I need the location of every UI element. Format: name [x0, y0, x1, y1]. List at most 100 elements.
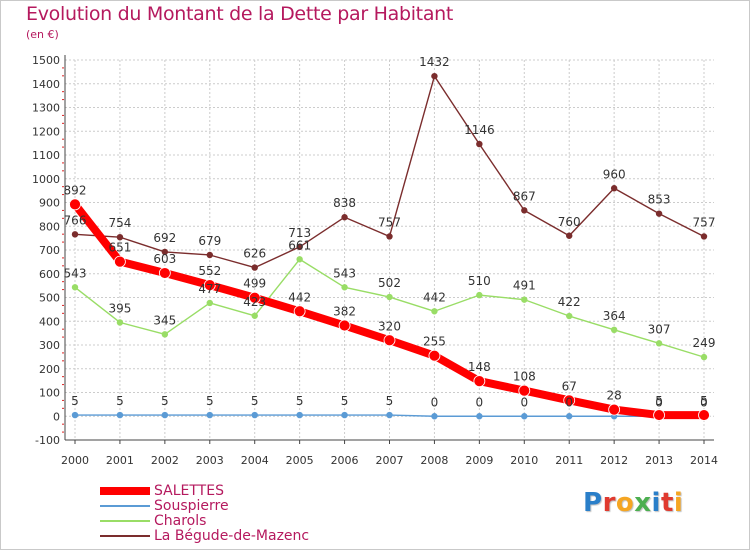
data-point-la-b-gude-de-mazenc: [206, 251, 213, 259]
data-label-la-b-gude-de-mazenc: 754: [108, 216, 131, 230]
data-label-salettes: 442: [288, 290, 311, 304]
data-point-salettes: [608, 403, 621, 416]
data-point-charols: [521, 296, 528, 303]
data-label-souspierre: 5: [161, 394, 169, 408]
data-label-souspierre: 0: [520, 395, 528, 409]
data-point-souspierre: [116, 411, 124, 419]
legend-label-salettes: SALETTES: [154, 483, 224, 499]
data-label-salettes: 651: [108, 241, 131, 255]
data-point-la-b-gude-de-mazenc: [521, 207, 528, 214]
data-point-souspierre: [341, 411, 348, 419]
data-point-salettes: [428, 349, 441, 362]
data-label-charols: 364: [603, 309, 626, 323]
data-label-salettes: 552: [198, 264, 221, 278]
x-tick-label: 2005: [286, 454, 314, 467]
data-point-charols: [386, 293, 393, 301]
y-axis-unit: (en €): [26, 28, 59, 41]
data-point-salettes: [69, 198, 81, 211]
data-point-salettes: [383, 334, 396, 347]
logo-letter: i: [651, 488, 661, 518]
data-label-salettes: 5: [700, 394, 708, 408]
data-point-salettes: [473, 375, 486, 388]
logo-letter: t: [660, 488, 674, 518]
x-tick-label: 2002: [151, 454, 179, 467]
data-label-souspierre: 5: [116, 394, 124, 408]
data-label-la-b-gude-de-mazenc: 760: [558, 215, 581, 229]
data-label-souspierre: 5: [206, 394, 214, 408]
data-point-charols: [296, 256, 303, 263]
data-point-charols: [610, 326, 618, 333]
data-label-souspierre: 0: [700, 395, 708, 409]
data-label-charols: 543: [64, 266, 87, 280]
data-label-la-b-gude-de-mazenc: 757: [693, 215, 716, 229]
data-label-charols: 491: [513, 279, 536, 293]
data-point-souspierre: [206, 411, 213, 419]
data-label-charols: 502: [378, 276, 401, 290]
data-label-salettes: 892: [64, 183, 87, 197]
data-point-charols: [431, 308, 438, 315]
x-tick-label: 2003: [196, 454, 224, 467]
y-tick-label: -100: [35, 434, 60, 447]
data-point-la-b-gude-de-mazenc: [296, 243, 303, 251]
data-point-souspierre: [386, 411, 393, 419]
data-point-charols: [161, 331, 169, 338]
data-label-souspierre: 5: [296, 394, 304, 408]
data-label-salettes: 108: [513, 370, 536, 384]
data-label-salettes: 148: [468, 360, 491, 374]
data-label-la-b-gude-de-mazenc: 838: [333, 196, 356, 210]
data-point-charols: [251, 312, 258, 319]
data-label-charols: 543: [333, 266, 356, 280]
data-label-salettes: 5: [655, 394, 663, 408]
legend-swatch-begude: [100, 535, 150, 537]
data-label-la-b-gude-de-mazenc: 757: [378, 215, 401, 229]
data-point-salettes: [653, 409, 665, 421]
data-point-salettes: [563, 394, 576, 407]
logo-letter: r: [602, 488, 616, 518]
data-point-charols: [476, 291, 483, 299]
legend-swatch-charols: [100, 520, 150, 522]
data-label-la-b-gude-de-mazenc: 626: [243, 247, 266, 261]
y-tick-label: 800: [39, 220, 60, 233]
data-label-souspierre: 0: [655, 395, 663, 409]
data-point-charols: [341, 284, 348, 291]
logo-letter: i: [673, 488, 684, 518]
y-tick-label: 600: [39, 268, 60, 281]
data-label-charols: 477: [198, 282, 221, 296]
data-label-la-b-gude-de-mazenc: 1432: [419, 55, 450, 69]
data-label-charols: 249: [693, 336, 716, 350]
data-point-salettes: [248, 291, 261, 304]
data-point-la-b-gude-de-mazenc: [610, 185, 618, 192]
chart-title: Evolution du Montant de la Dette par Hab…: [26, 3, 454, 25]
data-label-salettes: 320: [378, 319, 401, 333]
data-point-salettes: [293, 305, 306, 318]
y-tick-label: 200: [39, 363, 60, 376]
data-label-souspierre: 0: [565, 395, 573, 409]
logo-letter: x: [634, 488, 652, 518]
data-point-salettes: [114, 255, 126, 268]
legend-swatch-salettes: [100, 487, 150, 495]
data-label-layer: 766 754 692 679 626 713 838 757 1432 1146 867 760 96…: [64, 55, 716, 409]
data-point-salettes: [518, 384, 531, 397]
data-point-charols: [206, 299, 213, 307]
legend-label-souspierre: Souspierre: [154, 498, 229, 514]
data-label-charols: 423: [243, 295, 266, 309]
data-point-salettes: [338, 319, 351, 332]
data-point-charols: [71, 284, 79, 291]
y-tick-label: 700: [39, 244, 60, 257]
data-point-souspierre: [566, 413, 573, 420]
data-point-la-b-gude-de-mazenc: [386, 233, 393, 240]
data-label-la-b-gude-de-mazenc: 766: [64, 213, 87, 227]
data-point-la-b-gude-de-mazenc: [700, 233, 708, 240]
data-label-la-b-gude-de-mazenc: 867: [513, 189, 536, 203]
data-point-charols: [116, 319, 124, 326]
x-tick-label: 2011: [555, 454, 583, 467]
y-tick-label: 1000: [32, 173, 60, 186]
data-label-souspierre: 0: [431, 395, 439, 409]
y-tick-label: 0: [53, 410, 60, 423]
x-tick-label: 2013: [645, 454, 673, 467]
data-label-salettes: 499: [243, 277, 266, 291]
data-point-la-b-gude-de-mazenc: [566, 232, 573, 239]
legend-label-charols: Charols: [154, 513, 207, 529]
proxiti-logo: Proxiti: [583, 488, 683, 518]
data-label-salettes: 382: [333, 305, 356, 319]
